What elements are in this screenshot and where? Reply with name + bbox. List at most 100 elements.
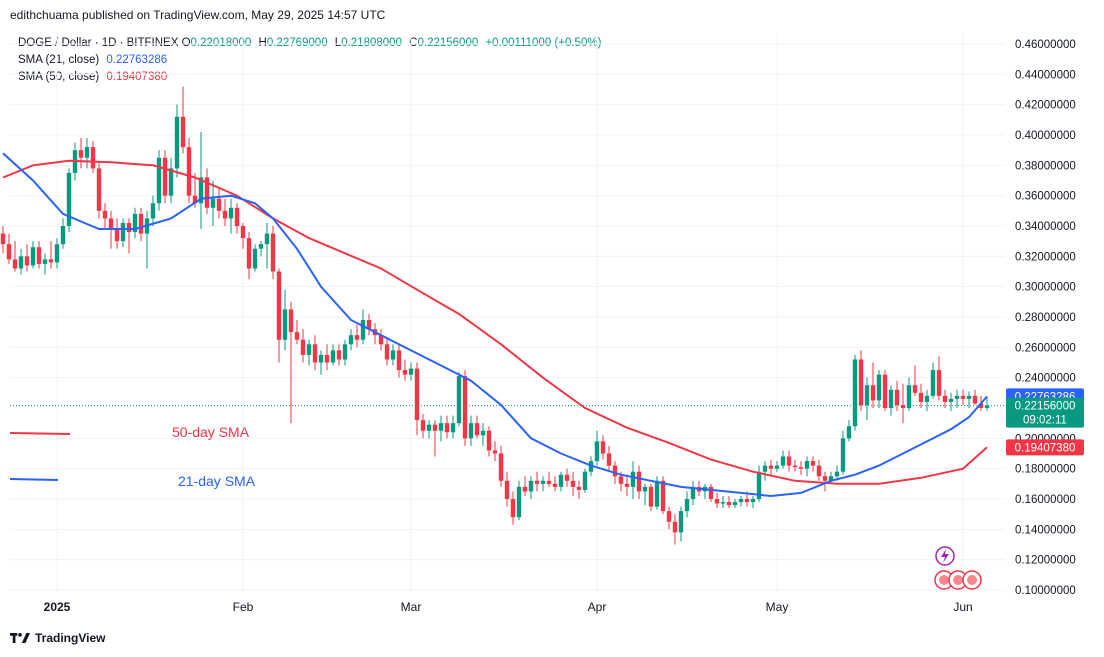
candle[interactable] <box>912 365 918 396</box>
candle[interactable] <box>540 476 546 492</box>
candle[interactable] <box>690 480 696 506</box>
candle[interactable] <box>438 415 444 442</box>
candle[interactable] <box>90 141 96 173</box>
candle[interactable] <box>378 329 384 351</box>
candle[interactable] <box>420 414 426 439</box>
candle[interactable] <box>366 313 372 336</box>
candle[interactable] <box>882 370 888 412</box>
candle[interactable] <box>222 198 228 226</box>
candle[interactable] <box>138 207 144 242</box>
candle[interactable] <box>624 474 630 496</box>
candle[interactable] <box>888 385 894 416</box>
candle[interactable] <box>474 415 480 439</box>
candle[interactable] <box>246 232 252 280</box>
candle[interactable] <box>942 389 948 408</box>
candle[interactable] <box>738 495 744 507</box>
candle[interactable] <box>6 233 12 264</box>
candle[interactable] <box>456 371 462 427</box>
candle[interactable] <box>774 461 780 472</box>
candle[interactable] <box>342 339 348 366</box>
candle[interactable] <box>726 495 732 509</box>
symbol-label[interactable]: DOGE / Dollar · 1D · BITFINEX <box>18 37 179 49</box>
candle[interactable] <box>768 459 774 475</box>
candle[interactable] <box>486 426 492 457</box>
candle[interactable] <box>330 344 336 366</box>
candle[interactable] <box>714 492 720 509</box>
candle[interactable] <box>96 162 102 219</box>
candle[interactable] <box>570 471 576 496</box>
candle[interactable] <box>174 104 180 178</box>
candle[interactable] <box>900 383 906 424</box>
candle[interactable] <box>306 339 312 366</box>
candle[interactable] <box>282 289 288 351</box>
candle[interactable] <box>294 320 300 345</box>
candle[interactable] <box>780 450 786 469</box>
candle[interactable] <box>918 383 924 408</box>
candle[interactable] <box>528 476 534 499</box>
candle[interactable] <box>180 86 186 154</box>
candle[interactable] <box>684 491 690 518</box>
candle[interactable] <box>936 356 942 401</box>
candle[interactable] <box>594 430 600 466</box>
candle[interactable] <box>156 150 162 211</box>
candle[interactable] <box>216 188 222 219</box>
candle[interactable] <box>30 241 36 269</box>
candle[interactable] <box>516 480 522 521</box>
event-icons[interactable] <box>934 546 982 590</box>
candle[interactable] <box>600 435 606 460</box>
candle[interactable] <box>276 268 282 363</box>
candle[interactable] <box>858 350 864 412</box>
candle[interactable] <box>300 329 306 363</box>
candle[interactable] <box>132 207 138 239</box>
candle[interactable] <box>954 389 960 408</box>
candle[interactable] <box>462 370 468 446</box>
candle[interactable] <box>0 226 6 254</box>
candle[interactable] <box>66 168 72 233</box>
candle[interactable] <box>234 203 240 234</box>
candle[interactable] <box>42 253 48 275</box>
candle[interactable] <box>444 415 450 439</box>
candle[interactable] <box>102 203 108 230</box>
candle[interactable] <box>756 465 762 503</box>
candle[interactable] <box>126 218 132 254</box>
candle[interactable] <box>12 241 18 272</box>
candle[interactable] <box>162 150 168 204</box>
candle[interactable] <box>54 238 60 269</box>
candle[interactable] <box>582 468 588 493</box>
candle[interactable] <box>480 423 486 446</box>
candle[interactable] <box>252 244 258 272</box>
candle[interactable] <box>150 195 156 226</box>
candle[interactable] <box>78 138 84 169</box>
candle[interactable] <box>792 459 798 472</box>
candle[interactable] <box>354 324 360 348</box>
candle[interactable] <box>972 389 978 405</box>
candle[interactable] <box>648 483 654 512</box>
candle[interactable] <box>678 506 684 542</box>
candle[interactable] <box>636 465 642 499</box>
candle[interactable] <box>264 222 270 269</box>
candle[interactable] <box>708 483 714 503</box>
candle[interactable] <box>270 226 276 280</box>
sma50-line[interactable] <box>2 159 988 485</box>
candle[interactable] <box>840 430 846 475</box>
candle[interactable] <box>18 248 24 275</box>
candle[interactable] <box>510 491 516 525</box>
candle[interactable] <box>924 389 930 412</box>
candle[interactable] <box>786 450 792 472</box>
candle[interactable] <box>168 157 174 204</box>
candle[interactable] <box>210 180 216 227</box>
candle[interactable] <box>450 415 456 439</box>
candle[interactable] <box>336 344 342 366</box>
candle[interactable] <box>402 359 408 381</box>
candle[interactable] <box>114 218 120 249</box>
candle[interactable] <box>504 471 510 507</box>
candle[interactable] <box>672 514 678 545</box>
candle[interactable] <box>408 362 414 381</box>
candle[interactable] <box>414 362 420 436</box>
candle[interactable] <box>948 392 954 412</box>
candle[interactable] <box>984 396 990 411</box>
candle[interactable] <box>564 468 570 487</box>
candle[interactable] <box>498 445 504 487</box>
candle[interactable] <box>732 499 738 509</box>
